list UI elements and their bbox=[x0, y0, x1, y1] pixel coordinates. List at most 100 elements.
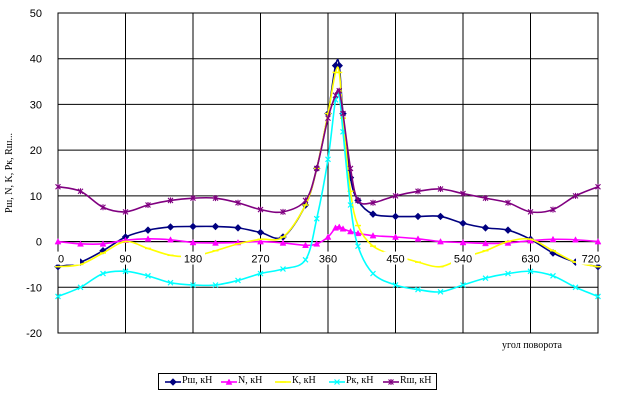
data-point bbox=[460, 190, 466, 197]
data-point bbox=[595, 293, 601, 300]
legend-label: N, кН bbox=[238, 375, 263, 386]
x-axis-title: угол поворота bbox=[502, 340, 563, 351]
data-point bbox=[482, 195, 489, 202]
data-point bbox=[572, 284, 579, 291]
data-point bbox=[77, 240, 84, 247]
data-point bbox=[415, 286, 421, 293]
data-point bbox=[235, 199, 241, 206]
data-point bbox=[437, 186, 444, 192]
data-point bbox=[414, 235, 422, 242]
data-point bbox=[167, 279, 174, 286]
data-point bbox=[257, 238, 264, 245]
legend-swatch bbox=[221, 378, 237, 385]
y-tick-label: 30 bbox=[30, 99, 42, 111]
data-point bbox=[145, 202, 151, 208]
data-point bbox=[550, 206, 556, 213]
data-point bbox=[392, 192, 399, 199]
data-point bbox=[190, 282, 196, 288]
data-point bbox=[99, 240, 107, 247]
data-point bbox=[392, 282, 399, 288]
data-point bbox=[302, 197, 309, 204]
x-tick-label-bg bbox=[248, 251, 273, 265]
data-point bbox=[100, 204, 106, 211]
data-point bbox=[122, 208, 129, 215]
data-point bbox=[504, 226, 512, 234]
data-point bbox=[370, 270, 376, 277]
data-point bbox=[324, 233, 332, 240]
y-tick-label: 10 bbox=[30, 191, 42, 203]
data-point bbox=[340, 110, 346, 117]
data-point bbox=[166, 223, 175, 231]
data-point bbox=[414, 212, 422, 221]
data-point bbox=[392, 233, 399, 240]
legend-label: К, кН bbox=[292, 375, 316, 386]
data-point bbox=[527, 268, 534, 275]
data-point bbox=[595, 183, 601, 190]
data-point bbox=[256, 228, 265, 237]
y-tick-label: -20 bbox=[26, 328, 42, 340]
data-point bbox=[234, 224, 242, 232]
x-tick-label-bg bbox=[181, 251, 205, 265]
data-point bbox=[190, 195, 196, 202]
x-tick-label: 270 bbox=[251, 254, 269, 266]
data-point bbox=[144, 226, 152, 234]
series-5 bbox=[55, 87, 601, 215]
grid bbox=[57, 12, 599, 334]
data-point bbox=[459, 219, 467, 227]
legend-label: Рк, кН bbox=[346, 375, 374, 386]
data-point bbox=[313, 240, 321, 247]
data-point bbox=[460, 282, 466, 288]
y-tick-label: 20 bbox=[30, 145, 42, 157]
data-point bbox=[167, 197, 174, 204]
data-point bbox=[280, 208, 286, 215]
data-point bbox=[482, 239, 489, 247]
data-point bbox=[167, 236, 174, 243]
data-point bbox=[212, 239, 219, 246]
data-point bbox=[505, 199, 511, 206]
data-point bbox=[332, 92, 339, 99]
x-tick-label-bg bbox=[451, 251, 475, 265]
data-point bbox=[481, 224, 490, 232]
data-point bbox=[415, 188, 421, 195]
data-point bbox=[594, 238, 602, 245]
x-tick-label: 90 bbox=[119, 254, 131, 266]
x-tick-label: 540 bbox=[454, 254, 472, 266]
data-point bbox=[572, 192, 579, 199]
data-point bbox=[279, 239, 287, 246]
x-tick-label: 180 bbox=[184, 254, 202, 266]
x-tick-label: 360 bbox=[319, 254, 337, 266]
data-point bbox=[257, 270, 264, 277]
tick-labels: -20 -10 0 10 20 30 40 50 0 90 180 270 360 450 540 630 72… bbox=[26, 8, 600, 340]
data-point bbox=[325, 115, 331, 122]
x-tick-label-bg bbox=[316, 251, 340, 265]
x-tick-label: 630 bbox=[521, 254, 539, 266]
data-point bbox=[336, 87, 343, 94]
plot-border bbox=[57, 12, 599, 334]
data-point bbox=[370, 199, 376, 206]
data-point bbox=[459, 238, 467, 246]
data-point bbox=[122, 268, 129, 275]
legend-label: Рш, кН bbox=[182, 375, 213, 386]
data-point bbox=[355, 197, 361, 204]
data-point bbox=[369, 210, 377, 218]
data-point bbox=[335, 223, 343, 230]
data-point bbox=[369, 232, 377, 239]
data-point bbox=[436, 212, 445, 221]
data-point bbox=[347, 227, 354, 235]
data-point bbox=[355, 243, 361, 250]
data-point bbox=[550, 272, 556, 279]
y-tick-label: 0 bbox=[36, 237, 42, 249]
y-axis-title: Рш, N, K, Рк, Rш... bbox=[4, 133, 15, 213]
data-point bbox=[145, 272, 151, 279]
data-point bbox=[189, 222, 197, 231]
y-tick-label: -10 bbox=[26, 282, 42, 294]
data-point bbox=[235, 277, 241, 284]
data-point bbox=[302, 256, 309, 263]
legend-swatch bbox=[383, 379, 399, 385]
data-point bbox=[55, 293, 61, 300]
data-point bbox=[437, 288, 444, 295]
data-point bbox=[549, 235, 557, 243]
data-point bbox=[100, 270, 106, 277]
data-point bbox=[313, 215, 320, 222]
